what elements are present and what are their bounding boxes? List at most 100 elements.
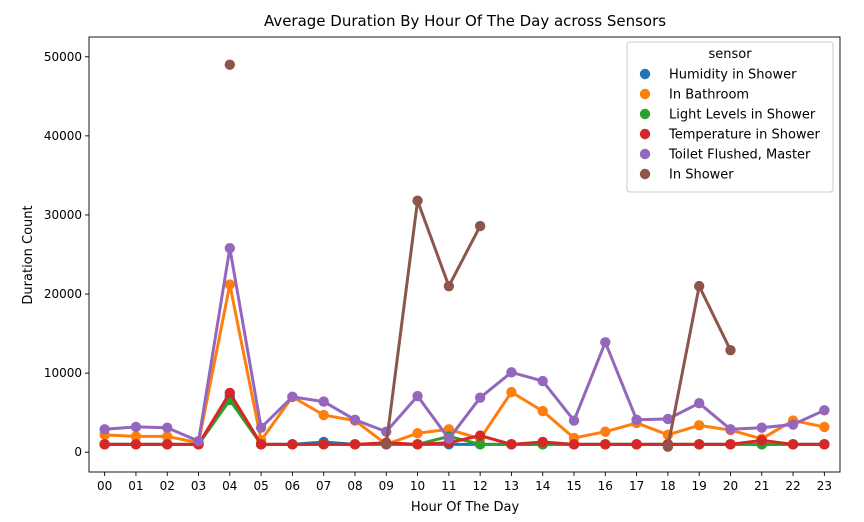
x-tick-label: 04	[222, 479, 237, 493]
data-point	[99, 439, 110, 450]
x-tick-label: 09	[379, 479, 394, 493]
data-point	[693, 397, 705, 409]
data-point	[412, 195, 423, 206]
x-tick-label: 07	[316, 479, 331, 493]
x-tick-label: 12	[473, 479, 488, 493]
data-point	[631, 414, 642, 425]
legend-marker	[639, 108, 651, 120]
data-point	[381, 439, 392, 450]
series-3	[99, 387, 830, 450]
x-tick-label: 23	[817, 479, 832, 493]
data-point	[474, 439, 486, 450]
legend: sensor Humidity in Shower In Bathroom Light…	[626, 41, 834, 193]
data-point	[537, 375, 548, 387]
x-tick-label: 18	[660, 479, 675, 493]
plot-frame	[88, 36, 841, 473]
data-point	[474, 430, 486, 441]
data-point	[474, 392, 486, 403]
chart-title: Average Duration By Hour Of The Day acro…	[264, 12, 666, 30]
data-point	[349, 439, 361, 450]
x-tick-label: 19	[692, 479, 707, 493]
series-4	[99, 242, 830, 447]
y-tick-label: 30000	[44, 208, 82, 222]
data-point	[412, 390, 423, 402]
x-tick-label: 10	[410, 479, 425, 493]
data-point	[255, 422, 267, 433]
data-point	[725, 345, 736, 356]
data-point	[819, 421, 830, 433]
y-tick-label: 10000	[44, 366, 82, 380]
y-tick-label: 0	[74, 445, 82, 459]
x-tick-label: 22	[785, 479, 800, 493]
legend-entry: Toilet Flushed, Master	[668, 148, 811, 163]
x-tick-label: 13	[504, 479, 519, 493]
legend-entry: In Bathroom	[669, 88, 749, 103]
data-point	[506, 386, 517, 398]
data-point	[600, 439, 611, 450]
legend-entry: Humidity in Shower	[669, 68, 797, 83]
legend-box	[626, 41, 834, 193]
series-line	[384, 199, 482, 446]
data-point	[412, 439, 423, 450]
data-point	[474, 220, 486, 232]
data-point	[130, 431, 142, 442]
x-tick-label: 15	[566, 479, 581, 493]
x-tick-label: 20	[723, 479, 738, 493]
data-point	[506, 439, 517, 450]
x-tick-label: 17	[629, 479, 644, 493]
data-point	[568, 439, 580, 450]
data-point	[224, 242, 236, 254]
x-tick-label: 06	[285, 479, 300, 493]
data-point	[130, 439, 142, 450]
data-point	[600, 337, 611, 348]
data-point	[443, 280, 455, 292]
y-tick-label: 20000	[44, 287, 82, 301]
data-point	[130, 421, 142, 433]
data-point	[819, 405, 830, 416]
data-point	[162, 422, 173, 433]
legend-marker	[639, 88, 651, 100]
legend-marker	[639, 128, 651, 140]
x-tick-label: 16	[598, 479, 613, 493]
data-point	[443, 424, 455, 435]
series-line	[103, 283, 826, 446]
x-tick-label: 02	[160, 479, 175, 493]
data-point	[287, 391, 298, 403]
x-tick-label: 03	[191, 479, 206, 493]
data-point	[787, 419, 799, 430]
data-point	[412, 428, 423, 439]
data-point	[662, 413, 674, 425]
data-point	[693, 439, 705, 450]
data-point	[224, 59, 236, 70]
x-tick-label: 01	[128, 479, 143, 493]
data-point	[287, 439, 298, 450]
legend-entry: Light Levels in Shower	[669, 108, 816, 123]
x-axis-label: Hour Of The Day	[411, 500, 520, 515]
data-point	[506, 367, 517, 378]
data-point	[600, 426, 611, 437]
data-point	[224, 279, 236, 290]
legend-entry: In Shower	[669, 168, 734, 183]
data-point	[568, 415, 580, 426]
legend-title: sensor	[708, 47, 752, 62]
data-point	[662, 441, 674, 452]
series-line	[103, 246, 826, 443]
data-point	[693, 280, 705, 292]
x-tick-label: 14	[535, 479, 550, 493]
x-tick-label: 11	[441, 479, 456, 493]
data-point	[162, 431, 173, 442]
data-point	[349, 414, 361, 425]
data-point	[537, 436, 548, 448]
series-5	[224, 59, 736, 452]
data-point	[99, 424, 110, 435]
y-axis-label: Duration Count	[21, 205, 36, 304]
data-point	[318, 439, 329, 450]
data-point	[756, 422, 767, 433]
x-tick-label: 00	[97, 479, 112, 493]
data-point	[725, 439, 736, 450]
data-point	[255, 439, 267, 450]
data-point	[443, 433, 455, 444]
series-line	[103, 391, 826, 446]
data-point	[193, 435, 204, 447]
